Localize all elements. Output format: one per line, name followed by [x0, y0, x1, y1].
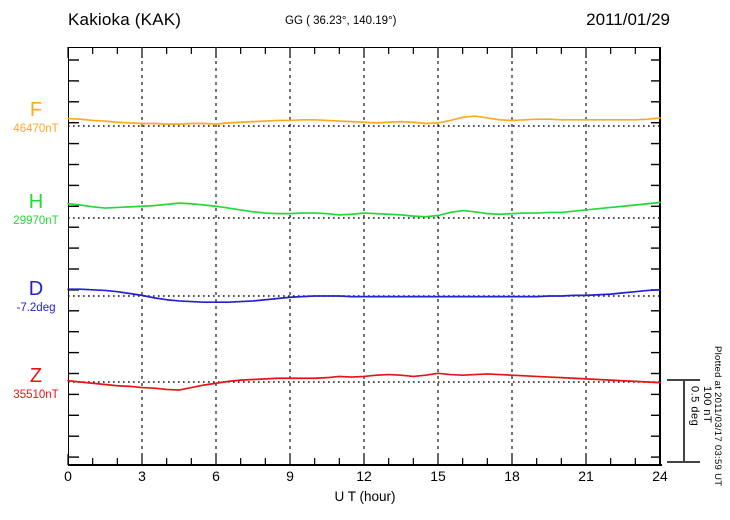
component-label-D: D -7.2deg — [4, 279, 68, 315]
component-baseline-Z: 35510nT — [13, 389, 59, 401]
component-symbol-D: D — [28, 278, 44, 300]
trace-D — [67, 288, 661, 304]
component-label-H: H 29970nT — [4, 192, 68, 228]
x-tick-label-24: 24 — [652, 468, 668, 484]
x-tick-label-21: 21 — [578, 468, 594, 484]
scale-bar-bottom-cap — [667, 461, 700, 463]
x-tick-label-15: 15 — [430, 468, 446, 484]
trace-F — [67, 115, 661, 125]
component-baseline-D: -7.2deg — [16, 302, 56, 314]
observation-date: 2011/01/29 — [586, 10, 670, 29]
component-label-F: F 46470nT — [4, 100, 68, 136]
page-title: Kakioka (KAK) — [68, 10, 182, 29]
component-symbol-Z: Z — [29, 365, 43, 387]
component-baseline-F: 46470nT — [13, 123, 59, 135]
scale-bar-top-cap — [667, 379, 700, 381]
component-symbol-F: F — [29, 99, 43, 121]
x-tick-label-18: 18 — [504, 468, 520, 484]
axis-right-spine — [659, 47, 661, 465]
x-tick-label-3: 3 — [138, 468, 146, 484]
trace-Z — [67, 372, 661, 391]
axis-bottom-spine — [68, 464, 662, 466]
scale-bar — [683, 380, 685, 462]
scale-bar-label: 100 nT 0.5 deg — [688, 386, 714, 427]
x-tick-label-9: 9 — [286, 468, 294, 484]
x-axis-title: U T (hour) — [334, 489, 396, 504]
x-tick-label-6: 6 — [212, 468, 220, 484]
plotted-at-timestamp: Plotted at 2011/03/17 03:59 UT — [712, 346, 723, 487]
trace-H — [67, 201, 661, 218]
x-tick-label-0: 0 — [64, 468, 72, 484]
component-symbol-H: H — [28, 191, 44, 213]
chart-canvas — [67, 47, 661, 465]
component-baseline-H: 29970nT — [13, 215, 59, 227]
geographic-coordinates: GG ( 36.23°, 140.19°) — [285, 15, 397, 27]
component-label-Z: Z 35510nT — [4, 366, 68, 402]
x-tick-label-12: 12 — [356, 468, 372, 484]
